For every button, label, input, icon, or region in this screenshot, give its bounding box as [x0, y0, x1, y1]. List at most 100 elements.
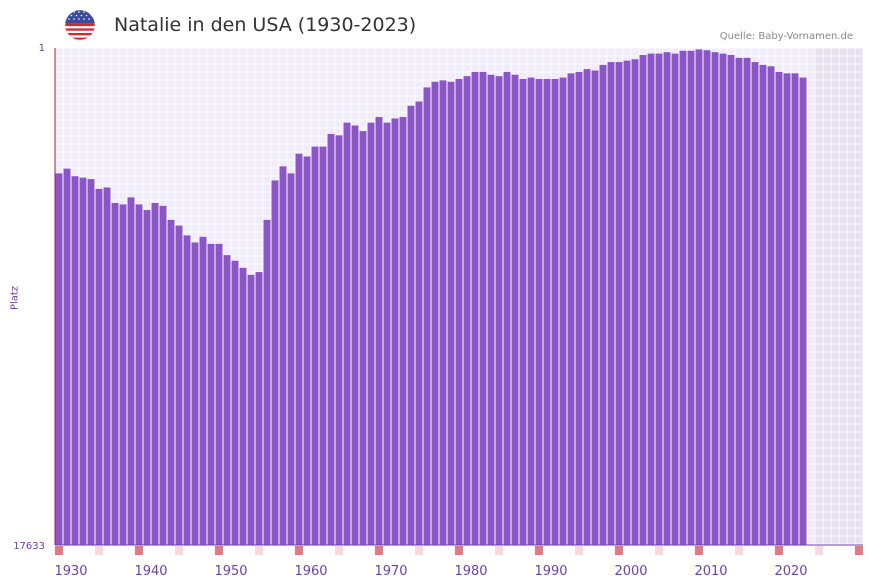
- bar-1958: [295, 153, 303, 546]
- bar-1971: [399, 117, 407, 545]
- bar-2014: [743, 57, 751, 545]
- bar-1979: [463, 76, 471, 545]
- timeline-marker: [575, 546, 583, 555]
- bar-1984: [503, 71, 511, 545]
- bar-2003: [655, 53, 663, 546]
- header: Natalie in den USA (1930-2023) Quelle: B…: [0, 0, 873, 48]
- bar-1982: [487, 74, 495, 546]
- bar-1986: [519, 78, 527, 545]
- bar-1949: [223, 255, 231, 545]
- bar-1938: [135, 204, 143, 545]
- bar-1964: [343, 122, 351, 545]
- timeline-marker: [335, 546, 343, 555]
- bar-1995: [591, 70, 599, 545]
- bar-1945: [191, 242, 199, 545]
- bar-2011: [719, 53, 727, 546]
- x-tick-label: 1970: [374, 564, 407, 579]
- bar-1963: [335, 135, 343, 545]
- timeline-marker: [215, 546, 223, 555]
- bar-1934: [103, 187, 111, 545]
- bar-1985: [511, 74, 519, 546]
- timeline-marker: [375, 546, 383, 555]
- timeline-marker: [695, 546, 703, 555]
- bar-1959: [303, 156, 311, 545]
- bar-1957: [287, 173, 295, 545]
- bar-1996: [599, 64, 607, 545]
- bar-1976: [439, 80, 447, 546]
- bar-1992: [567, 73, 575, 546]
- bar-1946: [199, 236, 207, 545]
- x-tick-label: 1930: [54, 564, 87, 579]
- bar-1930: [71, 176, 79, 545]
- bar-1974: [423, 87, 431, 546]
- timeline-marker: [135, 546, 143, 555]
- bar-2001: [639, 55, 647, 546]
- bar-1977: [447, 81, 455, 545]
- timeline-marker: [455, 546, 463, 555]
- timeline-marker: [175, 546, 183, 555]
- bar-1933: [95, 188, 103, 545]
- bar-1932: [87, 179, 95, 546]
- bar-1981: [479, 71, 487, 545]
- bar-1994: [583, 69, 591, 545]
- timeline-marker: [295, 546, 303, 555]
- bar-2006: [679, 50, 687, 545]
- bar-1997: [607, 62, 615, 546]
- bar-1972: [407, 105, 415, 546]
- x-tick-label: 2020: [774, 564, 807, 579]
- bar-1991: [559, 77, 567, 545]
- bar-1969: [383, 122, 391, 545]
- bar-1947: [207, 243, 215, 545]
- bar-2010: [711, 52, 719, 545]
- timeline-marker: [415, 546, 423, 555]
- bar-1956: [279, 166, 287, 546]
- bar-1983: [495, 76, 503, 545]
- bar-2005: [671, 53, 679, 546]
- timeline-marker: [735, 546, 743, 555]
- bar-1999: [623, 60, 631, 546]
- bar-2008: [695, 49, 703, 545]
- bar-1975: [431, 81, 439, 545]
- bar-1955: [271, 180, 279, 546]
- x-tick-label: 1980: [454, 564, 487, 579]
- bar-1989: [543, 78, 551, 545]
- bar-1973: [415, 101, 423, 546]
- bar-1935: [111, 203, 119, 545]
- bar-1929: [63, 168, 71, 545]
- bar-1965: [351, 125, 359, 546]
- usa-flag-icon: [64, 9, 96, 41]
- x-tick-label: 1990: [534, 564, 567, 579]
- bar-1962: [327, 133, 335, 545]
- bar-1990: [551, 78, 559, 545]
- bar-2018: [775, 71, 783, 545]
- bar-1960: [311, 146, 319, 545]
- bar-1970: [391, 118, 399, 545]
- bar-1988: [535, 78, 543, 545]
- bar-1961: [319, 146, 327, 545]
- bar-2012: [727, 55, 735, 546]
- timeline-marker: [655, 546, 663, 555]
- bar-2016: [759, 64, 767, 545]
- bar-1952: [247, 274, 255, 545]
- bar-1954: [263, 219, 271, 546]
- bar-2002: [647, 53, 655, 546]
- x-tick-label: 2010: [694, 564, 727, 579]
- bar-1968: [375, 117, 383, 545]
- bar-1936: [119, 204, 127, 545]
- bar-2017: [767, 66, 775, 546]
- bar-2013: [735, 57, 743, 545]
- timeline-marker: [95, 546, 103, 555]
- bar-1940: [151, 203, 159, 545]
- bar-2004: [663, 52, 671, 545]
- bar-1980: [471, 71, 479, 545]
- y-tick-label: 1: [39, 43, 45, 54]
- bar-1943: [175, 225, 183, 545]
- bar-1948: [215, 243, 223, 545]
- bar-2021: [799, 77, 807, 545]
- timeline-marker: [615, 546, 623, 555]
- page-title: Natalie in den USA (1930-2023): [114, 14, 417, 36]
- bar-2015: [751, 62, 759, 546]
- bar-1978: [455, 78, 463, 545]
- bar-1950: [231, 260, 239, 545]
